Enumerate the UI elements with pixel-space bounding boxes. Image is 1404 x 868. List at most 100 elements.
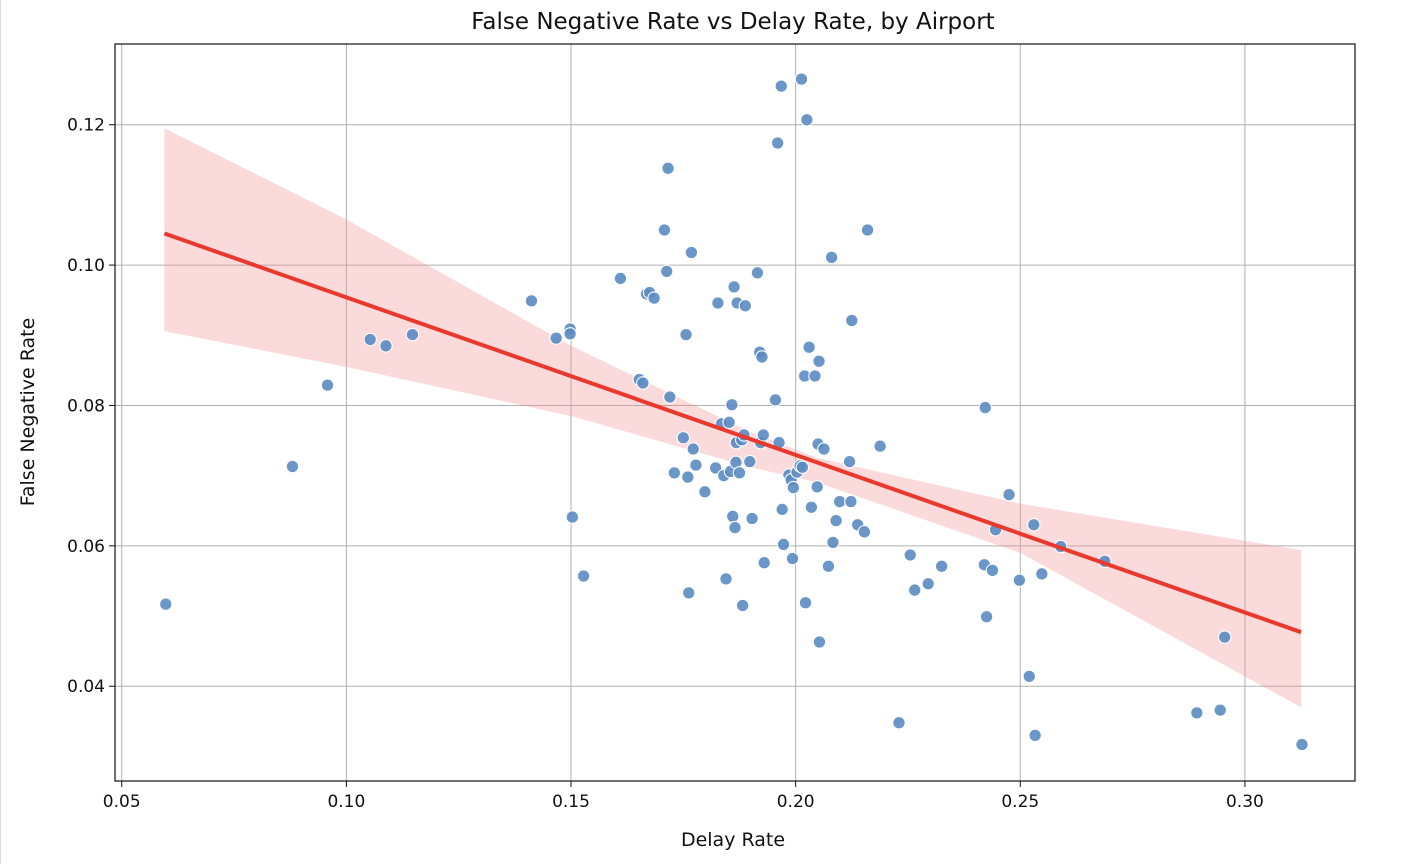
regression-line [163, 231, 1302, 635]
data-point [903, 548, 917, 562]
data-point [798, 595, 813, 610]
data-point [1022, 669, 1037, 684]
data-point [1035, 567, 1049, 581]
data-point [817, 442, 831, 456]
y-axis-ticks: 0.04 0.06 0.08 0.10 0.12 [67, 116, 115, 697]
plot-area-frame [114, 43, 1356, 782]
data-point [826, 535, 840, 550]
data-point [689, 458, 703, 472]
data-point [719, 572, 733, 586]
data-point [565, 510, 580, 524]
data-point [786, 480, 801, 495]
data-point [907, 583, 922, 597]
data-point [363, 332, 377, 347]
data-point [1190, 706, 1204, 720]
data-point [810, 480, 824, 494]
data-point [776, 537, 791, 552]
data-point [379, 339, 393, 353]
data-point [657, 223, 672, 237]
data-point [726, 509, 740, 524]
data-point [686, 442, 700, 456]
data-point [636, 376, 650, 390]
data-point [711, 296, 725, 310]
y-tick-label: 0.04 [67, 677, 105, 697]
data-point [1213, 703, 1227, 717]
data-point [684, 245, 699, 260]
data-point [921, 577, 935, 591]
data-point [785, 551, 800, 566]
scatter-points [159, 72, 1309, 752]
data-point [832, 494, 847, 509]
data-point [745, 511, 759, 526]
data-point [676, 431, 691, 445]
data-point [1012, 573, 1027, 588]
data-point [756, 428, 771, 442]
regression-line-layer [163, 231, 1302, 635]
x-tick-label: 0.10 [327, 792, 365, 812]
data-point [285, 459, 300, 474]
data-point [563, 327, 577, 341]
data-point [812, 635, 827, 649]
data-point [576, 569, 591, 583]
figure-left-border [0, 0, 1, 864]
data-point [979, 610, 994, 624]
data-point [892, 715, 906, 730]
data-point [775, 502, 789, 517]
data-point [1002, 487, 1016, 502]
data-point [985, 563, 1000, 578]
data-point [698, 485, 712, 499]
data-point [659, 264, 674, 279]
data-point [824, 250, 839, 265]
data-point [794, 72, 809, 86]
data-point [549, 331, 563, 345]
data-point [732, 466, 747, 480]
data-point [320, 378, 335, 392]
x-tick-label: 0.25 [1001, 792, 1039, 812]
data-point [812, 354, 826, 369]
data-point [768, 393, 783, 407]
data-point [725, 398, 739, 412]
data-point [757, 555, 771, 570]
x-tick-label: 0.05 [103, 792, 141, 812]
data-point [795, 460, 810, 474]
data-point [663, 390, 677, 404]
data-point [800, 113, 814, 127]
data-point [1295, 737, 1309, 752]
data-point [873, 439, 887, 453]
data-point [1027, 518, 1041, 532]
grid-lines [115, 44, 1355, 781]
data-point [722, 415, 736, 430]
data-point [661, 161, 675, 175]
data-point [978, 400, 992, 415]
x-axis-label: Delay Rate [681, 829, 785, 851]
data-point [727, 280, 741, 294]
data-point [860, 223, 875, 237]
data-point [647, 291, 661, 305]
data-point [679, 327, 693, 342]
x-tick-label: 0.15 [552, 792, 590, 812]
data-point [842, 454, 857, 469]
x-axis-ticks: 0.05 0.10 0.15 0.20 0.25 0.30 [103, 781, 1264, 812]
data-point [738, 299, 753, 313]
y-tick-label: 0.12 [67, 116, 105, 136]
data-point [770, 136, 785, 150]
data-point [667, 466, 682, 480]
data-point [681, 586, 696, 600]
data-point [524, 294, 539, 308]
data-point [743, 454, 757, 469]
data-point [934, 559, 949, 573]
data-point [844, 494, 858, 509]
data-point [728, 520, 742, 535]
data-point [821, 559, 836, 573]
data-point [802, 340, 816, 354]
data-point [708, 461, 723, 475]
data-point [1217, 630, 1232, 644]
y-tick-label: 0.06 [67, 537, 105, 557]
data-point [750, 266, 765, 280]
y-tick-label: 0.08 [67, 396, 105, 416]
x-tick-label: 0.30 [1226, 792, 1264, 812]
data-point [613, 271, 628, 286]
data-point [774, 79, 789, 93]
